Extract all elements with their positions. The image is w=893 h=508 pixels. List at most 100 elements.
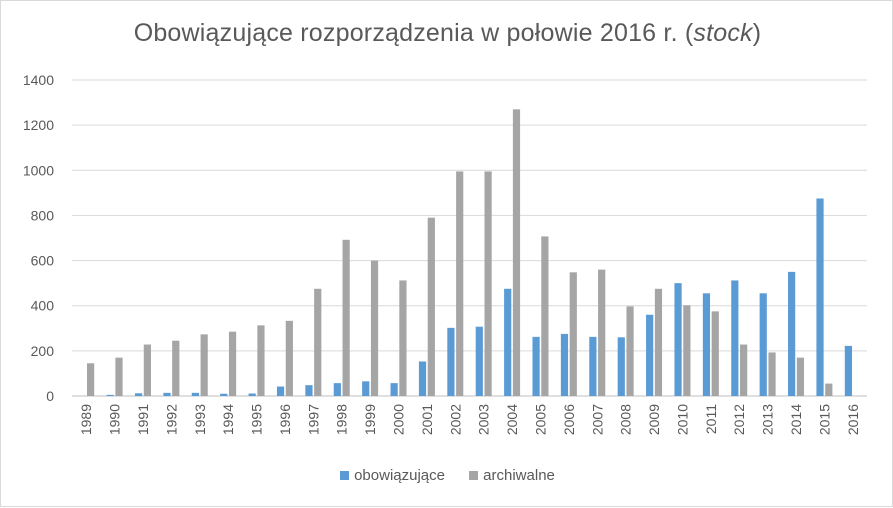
bar-obowiązujące-2015 [816,198,824,396]
x-tick-label: 1989 [78,404,94,435]
bar-obowiązujące-2002 [447,327,455,396]
bar-archiwalne-2010 [683,305,691,396]
x-tick-label: 2014 [788,404,804,435]
bar-archiwalne-1999 [370,260,379,396]
x-tick-label: 2001 [419,404,435,435]
x-tick-label: 2005 [532,404,548,435]
bar-archiwalne-2012 [740,344,748,396]
bar-archiwalne-1993 [200,334,208,396]
x-tick-label: 2012 [731,404,747,435]
bar-archiwalne-1989 [86,363,95,396]
bar-archiwalne-2011 [711,311,719,396]
legend-label-obowiazujace: obowiązujące [354,467,445,484]
x-tick-label: 1998 [334,404,350,435]
y-tick-label: 1400 [23,72,54,88]
x-tick-label: 1991 [135,404,151,435]
bar-archiwalne-1990 [115,357,123,396]
bar-archiwalne-2007 [598,269,606,396]
bar-archiwalne-2006 [569,272,577,396]
bar-archiwalne-2015 [825,383,833,396]
bar-obowiązujące-1997 [305,385,313,396]
bar-obowiązujące-2005 [532,336,540,396]
bar-obowiązujące-1999 [362,381,370,396]
x-tick-label: 1999 [362,404,378,435]
x-tick-label: 2009 [646,404,662,435]
x-tick-label: 2016 [845,404,861,435]
legend-swatch-archiwalne [469,471,479,480]
x-tick-label: 2004 [504,404,520,435]
x-tick-label: 1996 [277,404,293,435]
bar-obowiązujące-1998 [333,383,341,396]
bar-obowiązujące-1993 [191,392,199,396]
x-tick-label: 1993 [192,404,208,435]
bar-obowiązujące-2001 [418,361,427,396]
chart-title-italic: stock [693,19,753,47]
x-tick-label: 2007 [589,404,605,435]
x-tick-label: 2010 [674,404,690,435]
x-tick-label: 2015 [816,404,832,435]
bar-obowiązujące-2010 [674,283,682,396]
bar-obowiązujące-1995 [248,393,256,396]
bar-archiwalne-1998 [342,239,350,396]
x-tick-label: 2002 [447,404,463,435]
bar-archiwalne-2002 [456,171,464,396]
x-tick-label: 2006 [561,404,577,435]
x-tick-label: 2011 [703,404,719,434]
bar-obowiązujące-1994 [220,393,228,396]
bar-obowiązujące-2012 [731,280,739,396]
bar-obowiązujące-2004 [504,288,512,396]
chart-title-end: ) [752,19,762,47]
bar-obowiązujące-2013 [759,293,767,396]
bar-archiwalne-1992 [172,340,180,396]
bar-obowiązujące-2007 [589,336,597,396]
x-tick-label: 1994 [220,404,236,435]
legend-item-archiwalne: archiwalne [469,467,555,484]
x-tick-label: 1997 [305,404,321,435]
bar-archiwalne-2005 [541,236,549,396]
x-tick-label: 2000 [391,404,407,435]
bar-obowiązujące-2011 [702,293,711,396]
bar-obowiązujące-1990 [106,394,114,396]
y-tick-label: 0 [46,388,54,404]
bar-obowiązujące-1996 [276,386,285,396]
legend-swatch-obowiazujace [340,471,350,480]
x-tick-label: 2003 [476,404,492,435]
bar-obowiązujące-1992 [163,392,171,396]
y-tick-label: 800 [31,207,55,223]
y-tick-label: 200 [31,343,55,359]
bar-archiwalne-1996 [285,320,293,396]
y-tick-label: 1200 [23,117,54,133]
bar-obowiązujące-2000 [390,383,398,396]
legend: obowiązujące archiwalne [1,467,893,484]
bar-archiwalne-1995 [257,325,265,396]
bar-obowiązujące-1991 [134,393,143,396]
legend-item-obowiazujace: obowiązujące [340,467,445,484]
x-tick-label: 2013 [760,404,776,435]
chart-title: Obowiązujące rozporządzenia w połowie 20… [1,19,893,48]
bar-obowiązujące-2014 [788,271,796,396]
x-tick-label: 1995 [249,404,265,435]
bar-obowiązujące-2006 [560,333,569,396]
bar-archiwalne-2014 [796,357,805,396]
bar-archiwalne-2013 [768,352,776,396]
x-tick-label: 1990 [107,404,123,435]
bar-archiwalne-2003 [484,171,492,396]
bar-archiwalne-2008 [626,306,634,396]
bar-obowiązujące-2003 [475,326,483,396]
bar-archiwalne-1991 [143,344,151,396]
bar-archiwalne-1994 [228,331,237,396]
bar-archiwalne-2004 [512,109,521,396]
y-tick-label: 1000 [23,162,54,178]
bar-obowiązujące-2016 [844,345,853,396]
x-tick-label: 1992 [163,404,179,435]
bar-archiwalne-1997 [314,288,322,396]
bar-obowiązujące-2008 [617,337,625,396]
bar-archiwalne-2009 [654,288,663,396]
x-tick-label: 2008 [618,404,634,435]
y-tick-label: 600 [31,253,55,269]
bar-archiwalne-2000 [399,280,407,396]
bar-archiwalne-2001 [427,217,435,396]
legend-label-archiwalne: archiwalne [483,467,555,484]
